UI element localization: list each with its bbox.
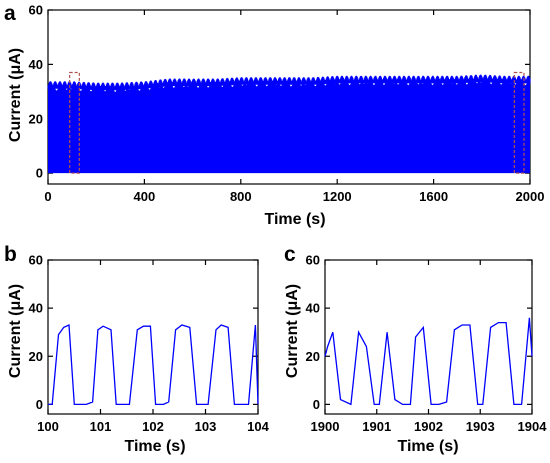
panel-b-y-tick-label: 60 — [29, 253, 43, 268]
panel-c-chart: c 0 20 40 60 1900 1901 1902 1903 1904 Time (s) C… — [284, 243, 547, 455]
panel-b-x-tick-label: 101 — [90, 419, 112, 434]
panel-a-y-tick-label: 40 — [29, 57, 43, 72]
panel-a-x-tick-label: 1600 — [419, 189, 448, 204]
panel-a-y-tick-label: 0 — [36, 166, 43, 181]
panel-a-letter: a — [4, 2, 16, 25]
panel-b-y-tick-label: 20 — [29, 349, 43, 364]
panel-b-x-tick-label: 102 — [142, 419, 164, 434]
panel-c-y-tick-label: 20 — [306, 349, 320, 364]
panel-c-y-tick-label: 60 — [306, 253, 320, 268]
panel-c-letter: c — [284, 243, 296, 266]
panel-a-y-tick-label: 60 — [29, 3, 43, 18]
panel-a-current-band — [48, 77, 530, 174]
panel-a-x-axis-title: Time (s) — [264, 211, 325, 228]
panel-c-frame — [324, 259, 533, 415]
panel-c-current-line — [324, 317, 533, 406]
panel-c-y-axis-title: Current (μA) — [284, 284, 301, 378]
panel-a-highlight-box-1 — [69, 71, 80, 174]
panel-b-current-line — [48, 324, 259, 406]
panel-b-x-tick-label: 103 — [195, 419, 217, 434]
panel-b-y-tick-label: 0 — [36, 397, 43, 412]
panel-c-x-axis-title: Time (s) — [397, 438, 458, 455]
panel-c-y-tick-label: 0 — [313, 397, 320, 412]
panel-b-x-tick-label: 100 — [37, 419, 59, 434]
panel-c-x-tick-label: 1902 — [414, 419, 443, 434]
panel-c-x-tick-label: 1901 — [362, 419, 391, 434]
panel-a-chart: a 0 20 40 60 0 400 800 1200 1600 2000 Time (s) Cu… — [4, 2, 544, 228]
panel-a-y-axis-title: Current (μA) — [7, 48, 24, 142]
panel-a-x-tick-label: 0 — [44, 189, 51, 204]
panel-a-y-tick-label: 20 — [29, 111, 43, 126]
panel-c-plot-area: 0 20 40 60 1900 1901 1902 1903 1904 — [306, 253, 548, 435]
panel-b-x-axis-title: Time (s) — [124, 438, 185, 455]
panel-a-highlight-box-2 — [513, 71, 525, 174]
panel-b-frame — [47, 259, 259, 415]
panel-b-y-tick-label: 40 — [29, 301, 43, 316]
panel-a-x-tick-label: 1200 — [323, 189, 352, 204]
panel-a-x-tick-label: 2000 — [516, 189, 545, 204]
panel-c-x-tick-label: 1900 — [311, 419, 340, 434]
panel-a-x-tick-label: 800 — [230, 189, 252, 204]
panel-c-x-tick-label: 1903 — [466, 419, 495, 434]
panel-b-chart: b 0 20 40 60 100 101 102 103 104 Time (s) Curren… — [4, 243, 270, 455]
panel-a-plot-area: 0 20 40 60 0 400 800 1200 1600 2000 — [29, 3, 545, 205]
panel-a-current-spikes — [47, 74, 531, 91]
panel-b-plot-area: 0 20 40 60 100 101 102 103 104 — [29, 253, 270, 435]
panel-a-x-tick-label: 400 — [134, 189, 156, 204]
panel-b-x-tick-label: 104 — [247, 419, 269, 434]
panel-b-letter: b — [4, 243, 17, 266]
panel-b-y-axis-title: Current (μA) — [7, 284, 24, 378]
panel-c-y-tick-label: 40 — [306, 301, 320, 316]
panel-c-x-tick-label: 1904 — [518, 419, 548, 434]
